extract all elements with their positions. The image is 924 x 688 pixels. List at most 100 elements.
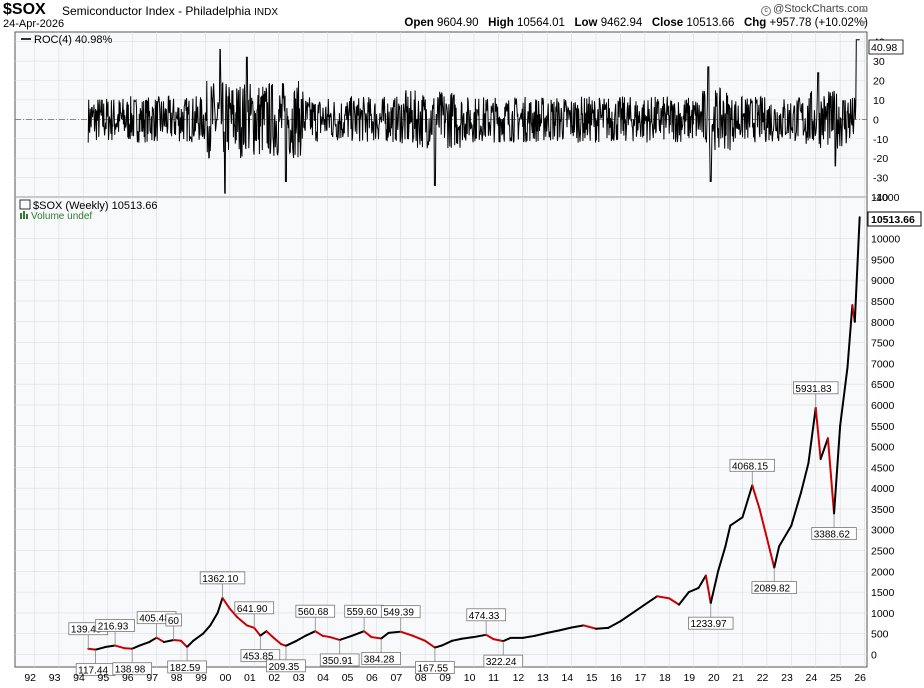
roc-y-tick-label: 30 xyxy=(873,56,885,68)
annotation-text: 350.91 xyxy=(322,656,353,667)
price-segment xyxy=(485,633,495,641)
roc-last-value: 40.98 xyxy=(871,42,897,54)
price-segment xyxy=(846,304,854,369)
price-segment xyxy=(363,630,373,639)
annotation-label: 209.35 xyxy=(266,645,306,673)
price-segment xyxy=(387,630,402,634)
price-segment xyxy=(807,406,817,465)
price-y-tick-label: 1000 xyxy=(871,608,895,620)
price-segment xyxy=(411,634,427,642)
price-segment xyxy=(94,646,107,651)
roc-series-line xyxy=(87,39,860,194)
open-value: 9604.90 xyxy=(437,17,479,29)
x-tick-label: 14 xyxy=(561,672,573,684)
annotation-label: 560.68 xyxy=(295,604,336,632)
annotation-text: 1233.97 xyxy=(690,619,727,630)
price-y-tick-label: 5000 xyxy=(871,442,895,454)
price-segment xyxy=(450,637,463,642)
price-segment xyxy=(172,638,183,642)
x-tick-label: 04 xyxy=(317,672,329,684)
x-tick-label: 97 xyxy=(146,672,158,684)
price-segment xyxy=(790,491,803,527)
x-tick-label: 16 xyxy=(610,672,622,684)
price-segment xyxy=(729,516,744,527)
price-segment xyxy=(162,638,175,644)
volume-icon xyxy=(20,213,22,219)
price-segment xyxy=(338,634,353,641)
x-tick-label: 94 xyxy=(73,672,85,684)
price-segment xyxy=(304,630,317,637)
scroll-up-icon[interactable]: ▲ xyxy=(859,4,868,14)
price-segment xyxy=(631,603,646,614)
price-segment xyxy=(558,626,573,632)
price-segment xyxy=(236,616,248,627)
annotation-label: 167.55 xyxy=(415,647,455,675)
roc-legend-text: ROC(4) 40.98% xyxy=(34,34,112,46)
annotation-label: 3388.62 xyxy=(811,513,857,541)
annotation-label: 453.85 xyxy=(240,635,281,663)
price-segment xyxy=(314,630,324,637)
ticker-symbol[interactable]: $SOX xyxy=(3,1,46,18)
chart-date: 24-Apr-2026 xyxy=(3,18,65,30)
scroll-down-icon[interactable]: ▼ xyxy=(859,18,868,28)
roc-y-tick-label: 20 xyxy=(873,76,885,88)
price-segment xyxy=(833,424,842,515)
price-y-tick-label: 0 xyxy=(871,650,877,662)
price-segment xyxy=(814,406,822,461)
price-segment xyxy=(741,484,754,519)
annotation-text: 405.48 xyxy=(139,614,170,625)
price-y-tick-label: 9500 xyxy=(871,254,895,266)
roc-y-tick-label: -20 xyxy=(873,153,888,165)
price-segment xyxy=(819,437,829,461)
price-segment xyxy=(433,644,444,649)
price-segment xyxy=(656,595,671,600)
annotation-text: 182.59 xyxy=(170,663,201,674)
roc-last-value-tag: 40.98 xyxy=(868,39,904,55)
x-tick-label: 22 xyxy=(757,672,769,684)
price-segment xyxy=(619,611,634,623)
price-segment xyxy=(697,574,707,589)
annotation-box xyxy=(380,605,421,619)
x-tick-label: 18 xyxy=(659,672,671,684)
x-tick-label: 01 xyxy=(244,672,256,684)
annotation-box xyxy=(688,616,734,630)
open-label: Open xyxy=(404,17,434,29)
chart-header: $SOX Semiconductor Index - Philadelphia … xyxy=(0,0,924,32)
price-segment xyxy=(380,631,390,640)
x-tick-label: 15 xyxy=(586,672,598,684)
annotation-label: 182.59 xyxy=(167,646,207,674)
annotation-box xyxy=(793,381,839,395)
price-y-tick-label: 11000 xyxy=(871,192,900,204)
price-segment xyxy=(724,524,732,548)
price-y-tick-label: 3500 xyxy=(871,504,895,516)
annotation-text: 560.68 xyxy=(298,607,329,618)
exchange-label: INDX xyxy=(254,7,279,18)
close-label: Close xyxy=(651,17,684,29)
price-segment xyxy=(370,636,383,640)
price-segment xyxy=(424,639,436,649)
x-tick-label: 07 xyxy=(391,672,403,684)
time-x-axis: 92 93 94 95 96 97 98 99 00 01 02 03 04 05 06 07 08 09 10 11… xyxy=(24,672,866,684)
annotation-label: 1362.10 xyxy=(199,571,246,598)
annotation-label: 60 xyxy=(165,613,182,640)
x-tick-label: 92 xyxy=(24,672,36,684)
price-segment xyxy=(201,624,212,635)
annotation-text: 216.93 xyxy=(98,621,129,632)
price-segment xyxy=(192,632,204,642)
price-segment xyxy=(460,636,475,640)
annotation-text: 453.85 xyxy=(243,652,274,663)
price-segment xyxy=(570,624,585,629)
price-y-tick-label: 2500 xyxy=(871,546,895,558)
price-segment xyxy=(294,634,307,643)
price-segment xyxy=(155,636,165,644)
roc-y-tick-label: -30 xyxy=(873,173,888,185)
x-tick-label: 06 xyxy=(366,672,378,684)
price-segment xyxy=(582,624,598,630)
price-segment xyxy=(521,634,536,639)
x-tick-label: 08 xyxy=(415,672,427,684)
annotation-text: 117.44 xyxy=(78,666,108,677)
x-tick-label: 13 xyxy=(537,672,549,684)
price-y-tick-label: 4000 xyxy=(871,483,895,495)
x-tick-label: 00 xyxy=(220,672,232,684)
